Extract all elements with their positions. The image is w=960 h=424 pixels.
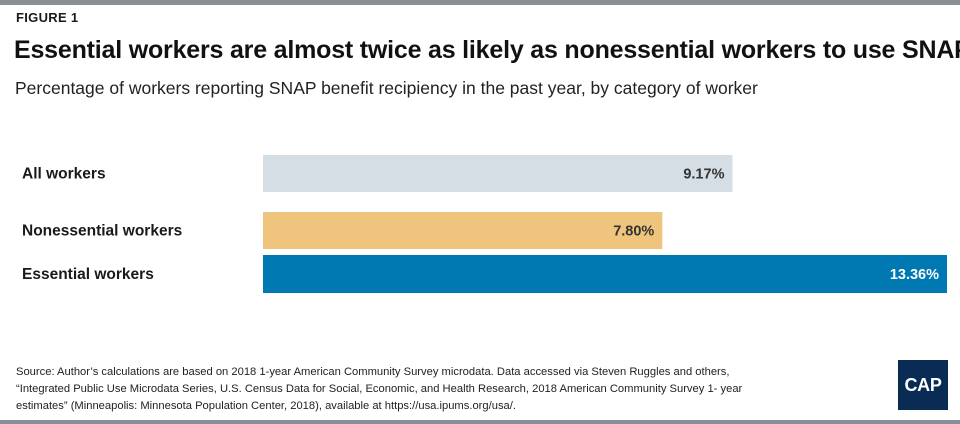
category-label-essential-workers: Essential workers [22, 266, 154, 283]
chart-title: Essential workers are almost twice as li… [14, 36, 960, 64]
cap-logo-text: CAP [904, 374, 942, 395]
source-note: Source: Author’s calculations are based … [16, 364, 896, 415]
source-line: estimates” (Minneapolis: Minnesota Popul… [16, 400, 516, 412]
bar-all-workers [263, 155, 733, 192]
chart-subtitle: Percentage of workers reporting SNAP ben… [15, 78, 758, 98]
cap-logo: CAP [898, 360, 948, 410]
bar-nonessential-workers [263, 212, 663, 249]
figure-label: FIGURE 1 [16, 10, 79, 25]
bottom-rule [0, 420, 960, 424]
category-label-all-workers: All workers [22, 166, 106, 183]
top-rule [0, 0, 960, 5]
bar-chart: All workers 9.17% Nonessential workers 7.80… [22, 155, 947, 293]
source-line: “Integrated Public Use Microdata Series,… [16, 383, 743, 395]
value-label-nonessential-workers: 7.80% [613, 224, 654, 240]
value-label-all-workers: 9.17% [683, 167, 724, 183]
bar-essential-workers [263, 255, 947, 293]
category-label-nonessential-workers: Nonessential workers [22, 223, 182, 240]
value-label-essential-workers: 13.36% [890, 267, 939, 283]
source-line: Source: Author’s calculations are based … [16, 366, 730, 378]
